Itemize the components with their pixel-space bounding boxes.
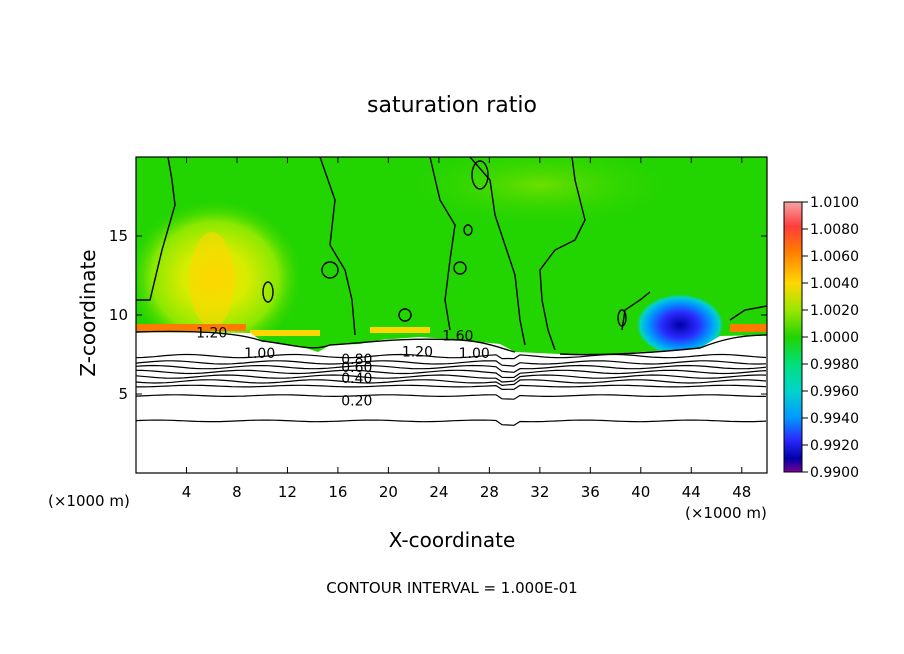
y-axis-label: Z-coordinate — [76, 249, 100, 376]
colorbar-label: 1.0100 — [810, 195, 859, 211]
contour-blob — [453, 261, 467, 275]
x-tick-label: 36 — [581, 483, 600, 501]
y-tick-label: 10 — [109, 306, 128, 324]
contour-label: 1.20 — [196, 325, 227, 341]
cloud-base-fringe-east — [730, 324, 767, 332]
cloud-contour — [319, 157, 356, 336]
colorbar-label: 0.9980 — [810, 357, 859, 373]
contour-line — [136, 369, 767, 379]
y-tick-label: 15 — [109, 227, 128, 245]
x-tick-label: 8 — [232, 483, 242, 501]
cloud-contour — [539, 157, 586, 351]
x-tick-label: 48 — [732, 483, 751, 501]
contour-labels: 1.201.001.601.20 1.000.800.600.400.20 — [196, 325, 490, 409]
colorbar — [783, 201, 803, 473]
contour-line — [136, 379, 767, 387]
cloud-contour — [136, 330, 516, 353]
y-tick-label: 5 — [118, 385, 128, 403]
contour-label: 0.20 — [341, 393, 372, 409]
cloud-contour — [469, 157, 526, 346]
contour-line — [136, 360, 767, 367]
contour-line — [136, 353, 767, 360]
contour-blob — [471, 160, 489, 190]
contour-interval-note: CONTOUR INTERVAL = 1.000E-01 — [326, 579, 577, 597]
contour-blob — [262, 281, 274, 303]
x-tick-label: 32 — [530, 483, 549, 501]
contour-line — [136, 364, 767, 373]
colorbar-label: 1.0000 — [810, 330, 859, 346]
contour-line — [136, 384, 767, 391]
cloud-contour — [621, 291, 651, 331]
x-tick-label: 40 — [631, 483, 650, 501]
contour-line — [136, 394, 766, 400]
contour-label: 0.40 — [341, 371, 372, 387]
contour-blob — [321, 261, 339, 279]
contour-label: 0.80 — [341, 352, 372, 368]
contour-line — [136, 374, 767, 383]
contour-label: 0.60 — [341, 360, 372, 376]
x-tick-label: 24 — [429, 483, 448, 501]
plot-field — [136, 157, 767, 473]
x-axis: 4 8 12 16 20 24 28 32 36 40 44 48 — [182, 157, 751, 501]
cloud-contour — [429, 157, 456, 331]
contour-blob — [463, 224, 473, 236]
cloud-contour — [559, 334, 767, 356]
x-unit-left: (×1000 m) — [48, 492, 130, 510]
contour-blob — [398, 308, 412, 322]
chart-title: saturation ratio — [367, 93, 537, 118]
x-tick-label: 44 — [682, 483, 701, 501]
contour-label: 1.00 — [459, 346, 490, 362]
colorbar-label: 0.9900 — [810, 465, 859, 481]
y-axis: 5 10 15 — [109, 227, 767, 403]
cloud-contour — [136, 157, 176, 301]
supersaturated-region-west-core — [190, 232, 234, 328]
colorbar-label: 1.0080 — [810, 222, 859, 238]
colorbar-label: 1.0060 — [810, 249, 859, 265]
cloud-base-fringe-mid — [370, 327, 430, 333]
x-tick-label: 20 — [379, 483, 398, 501]
x-tick-label: 28 — [480, 483, 499, 501]
x-tick-label: 12 — [278, 483, 297, 501]
cloud-contour — [729, 305, 767, 321]
contour-blob — [617, 309, 627, 327]
colorbar-label: 0.9940 — [810, 411, 859, 427]
x-tick-label: 16 — [328, 483, 347, 501]
colorbar-labels: 1.0100 1.0080 1.0060 1.0040 1.0020 1.0000 0.99… — [802, 195, 859, 481]
moist-region-upper — [390, 157, 690, 230]
lower-layer — [136, 332, 767, 473]
subsaturated-region-east — [635, 290, 725, 354]
colorbar-label: 1.0020 — [810, 303, 859, 319]
contour-label: 1.60 — [442, 329, 473, 345]
contour-label: 1.20 — [402, 344, 433, 360]
contour-label: 1.00 — [244, 346, 275, 362]
cloud-base-fringe-west — [136, 324, 246, 331]
colorbar-label: 0.9960 — [810, 384, 859, 400]
x-axis-label: X-coordinate — [389, 528, 516, 552]
colorbar-label: 0.9920 — [810, 438, 859, 454]
x-unit-right: (×1000 m) — [685, 504, 767, 522]
contour-line — [136, 419, 767, 426]
colorbar-label: 1.0040 — [810, 276, 859, 292]
cloud-base-fringe-west2 — [250, 330, 320, 336]
x-tick-label: 4 — [182, 483, 192, 501]
